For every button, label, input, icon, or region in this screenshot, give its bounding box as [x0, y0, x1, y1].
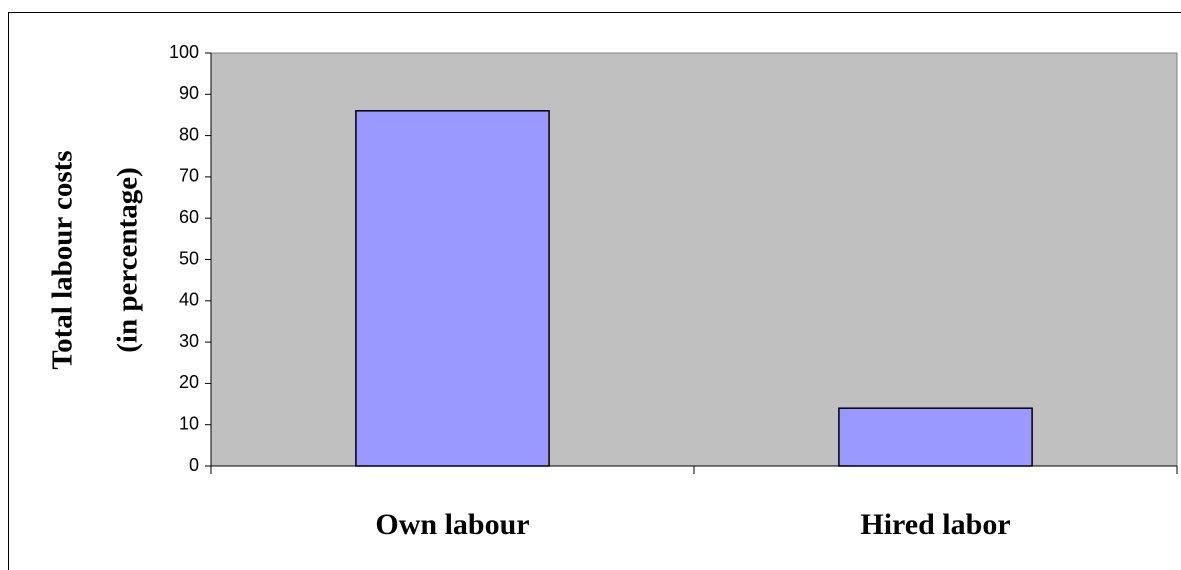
- y-tick-label: 20: [179, 372, 199, 392]
- y-tick-label: 80: [179, 124, 199, 144]
- y-axis-label: Total labour costs: [47, 150, 79, 369]
- y-tick-label: 0: [189, 455, 199, 475]
- x-tick-label: Hired labor: [860, 508, 1010, 541]
- y-tick-label: 70: [179, 166, 199, 186]
- y-tick-label: 100: [169, 42, 199, 62]
- bar: [355, 110, 550, 467]
- y-tick-label: 10: [179, 413, 199, 433]
- bar: [838, 407, 1033, 467]
- x-tick-label: Own labour: [375, 508, 529, 541]
- y-tick-label: 30: [179, 331, 199, 351]
- y-tick-label: 40: [179, 290, 199, 310]
- y-tick-label: 50: [179, 248, 199, 268]
- y-axis-label: (in percentage): [112, 167, 144, 353]
- y-tick-label: 90: [179, 83, 199, 103]
- y-tick-label: 60: [179, 207, 199, 227]
